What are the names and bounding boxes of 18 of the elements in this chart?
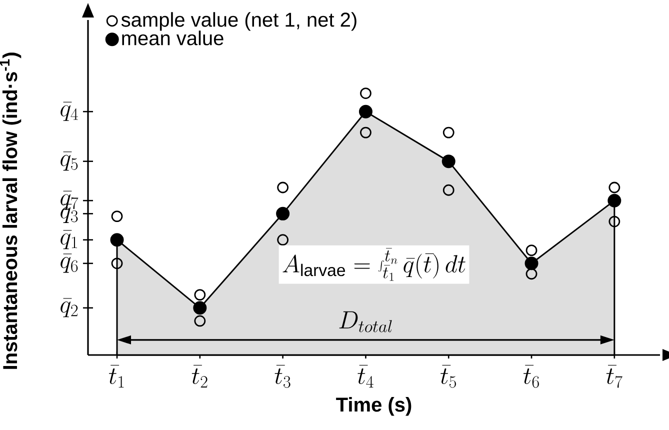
legend-label: mean value <box>122 30 224 46</box>
text: $\bar{q}_2$ <box>60 298 78 318</box>
legend-label: sample value (net 1, net 2) <box>121 12 356 31</box>
x-tick-label: $\bar{t}_4$ <box>358 364 374 388</box>
x-axis-title: Time (s) <box>336 397 412 416</box>
text: $\bar{q}_1$ <box>60 230 78 250</box>
x-tick-label: $\bar{t}_5$ <box>440 364 456 388</box>
annotation: $D_{total}$ <box>339 311 392 332</box>
x-tick-label: $\bar{t}_7$ <box>606 364 622 388</box>
text: $\bar{q}_6$ <box>60 254 78 273</box>
text: $\bar{q}_5$ <box>60 152 78 171</box>
x-tick-label: $\bar{t}_6$ <box>523 364 539 388</box>
text: $\bar{q}_4$ <box>60 102 78 121</box>
x-tick-label: $\bar{t}_1$ <box>108 364 124 388</box>
y-axis-title: Instantaneous larval flow (ind·s$^{-1}$) <box>0 52 22 369</box>
annotation: $A_{\mathrm{larvae}}=\int_{\bar{t}_1}^{\bar{t}_n}\bar{q}(\bar{t})\,dt$ <box>282 248 466 281</box>
x-tick-label: $\bar{t}_2$ <box>192 364 208 388</box>
x-tick-label: $\bar{t}_3$ <box>274 364 290 388</box>
